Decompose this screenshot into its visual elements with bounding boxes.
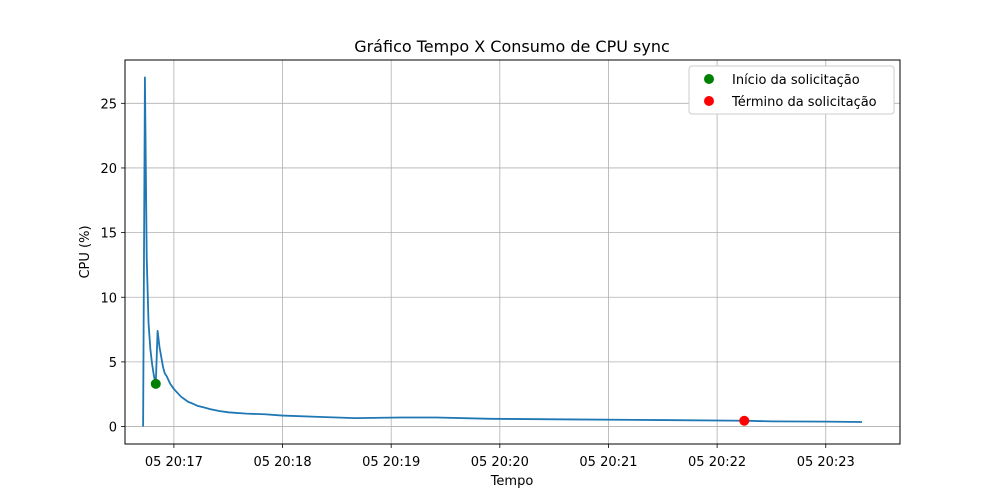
grid [125,60,900,444]
legend-marker-start [704,74,714,84]
legend-label-start: Início da solicitação [732,73,860,88]
y-tick-label: 25 [100,97,117,112]
y-tick-label: 5 [109,356,117,371]
end-request-point [739,415,750,426]
cpu-series-line [142,76,862,427]
chart-title: Gráfico Tempo X Consumo de CPU sync [354,37,670,56]
y-tick-label: 10 [100,291,117,306]
x-axis-ticks: 05 20:17 05 20:18 05 20:19 05 20:20 05 20:21… [145,444,855,470]
x-tick-label: 05 20:23 [797,455,855,470]
y-tick-label: 20 [100,162,117,177]
y-tick-label: 0 [109,421,117,436]
x-tick-label: 05 20:22 [688,455,746,470]
x-tick-label: 05 20:17 [145,455,203,470]
x-tick-label: 05 20:21 [579,455,637,470]
x-tick-label: 05 20:20 [471,455,529,470]
markers-group [150,378,750,426]
x-axis-label: Tempo [490,474,534,489]
x-tick-label: 05 20:18 [253,455,311,470]
x-tick-label: 05 20:19 [362,455,420,470]
legend: Início da solicitação Término da solicit… [688,65,895,115]
legend-marker-end [704,96,714,106]
plot-frame [124,59,901,445]
legend-label-end: Término da solicitação [731,95,877,110]
y-tick-label: 15 [100,227,117,242]
y-axis-ticks: 0 5 10 15 20 25 [100,97,125,436]
series-group [142,76,862,427]
start-request-point [150,378,161,389]
legend-box [688,65,895,115]
y-axis-label: CPU (%) [78,225,93,278]
